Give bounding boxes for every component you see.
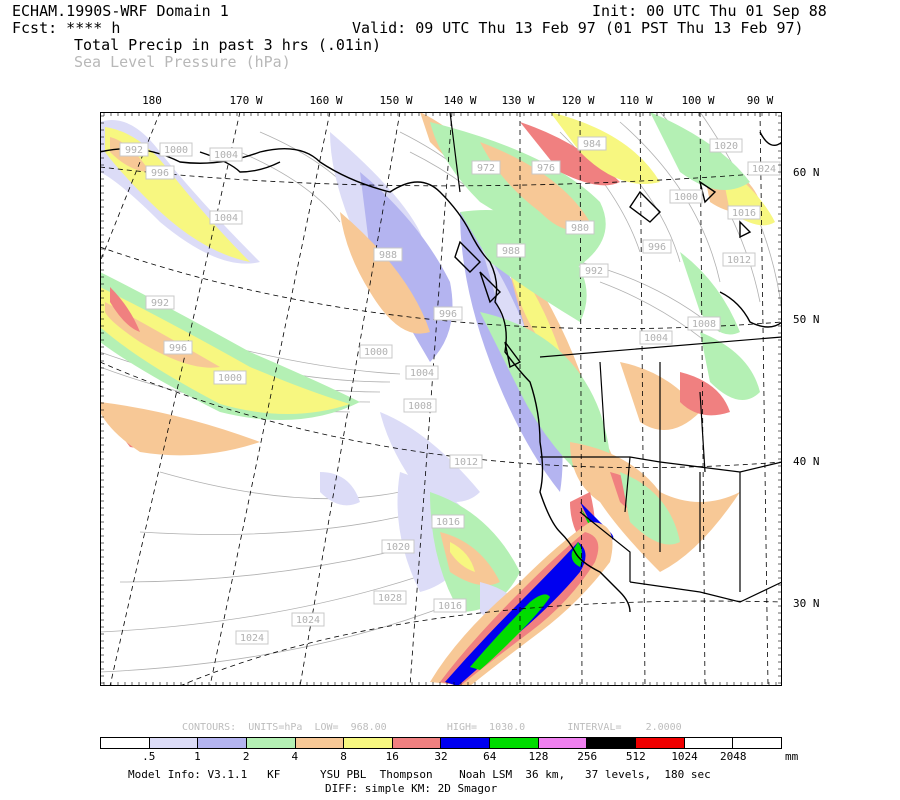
lon-label: 130 W (501, 94, 535, 107)
lon-label: 150 W (379, 94, 413, 107)
colorbar-label: 512 (625, 750, 646, 763)
isobar-label: 1004 (410, 368, 434, 379)
colorbar-label: 1 (194, 750, 201, 763)
colorbar-label: 8 (340, 750, 347, 763)
isobar-label: 1028 (378, 593, 402, 604)
lon-label: 180 (142, 94, 162, 107)
lat-label: 30 N (793, 597, 820, 610)
colorbar-label: .5 (142, 750, 156, 763)
valid-time: Valid: 09 UTC Thu 13 Feb 97 (01 PST Thu … (352, 19, 804, 37)
isobar-label: 980 (571, 223, 589, 234)
colorbar-label: 1024 (671, 750, 698, 763)
colorbar-swatch (246, 738, 296, 748)
isobar-label: 1012 (727, 255, 751, 266)
lon-label: 170 W (229, 94, 263, 107)
isobar-label: 1000 (164, 145, 188, 156)
isobar-label: 984 (583, 139, 601, 150)
colorbar-swatch (392, 738, 442, 748)
isobar-label: 1000 (674, 192, 698, 203)
isobar-label: 1016 (438, 601, 462, 612)
lon-label: 160 W (309, 94, 343, 107)
isobar-label: 1020 (386, 542, 410, 553)
isobar-label: 1004 (214, 150, 238, 161)
colorbar-swatch (733, 738, 781, 748)
isobar-label: 1000 (364, 347, 388, 358)
isobar-label: 996 (151, 168, 169, 179)
diff-info: DIFF: simple KM: 2D Smagor (325, 782, 498, 795)
colorbar-label: 32 (434, 750, 448, 763)
isobar-label: 1016 (732, 208, 756, 219)
isobar-label: 1024 (296, 615, 320, 626)
isobar-label: 1000 (218, 373, 242, 384)
colorbar-label: 2048 (720, 750, 747, 763)
graticule (100, 112, 782, 686)
colorbar-swatch (684, 738, 734, 748)
lon-label: 100 W (681, 94, 715, 107)
isobar-label: 1012 (454, 457, 478, 468)
colorbar-swatch (101, 738, 150, 748)
isobar-label: 996 (169, 343, 187, 354)
lon-label: 120 W (561, 94, 595, 107)
init-time: Init: 00 UTC Thu 01 Sep 88 (592, 2, 827, 20)
lat-label: 50 N (793, 313, 820, 326)
lat-label: 40 N (793, 455, 820, 468)
colorbar-swatch (538, 738, 588, 748)
field-title-precip: Total Precip in past 3 hrs (.01in) (74, 36, 382, 54)
isobar-label: 992 (151, 298, 169, 309)
isobar-label: 1004 (214, 213, 238, 224)
model-title: ECHAM.1990S-WRF Domain 1 (12, 2, 229, 20)
isobar-label: 1008 (408, 401, 432, 412)
isobar-label: 996 (648, 242, 666, 253)
isobar-label: 1016 (436, 517, 460, 528)
colorbar-swatch (441, 738, 491, 748)
isobar-label: 1024 (240, 633, 264, 644)
lon-label: 110 W (619, 94, 653, 107)
colorbar-swatch (490, 738, 539, 748)
model-info: Model Info: V3.1.1 KF YSU PBL Thompson N… (128, 768, 711, 781)
isobar-label: 992 (125, 145, 143, 156)
forecast-hour: Fcst: **** h (12, 19, 121, 37)
colorbar-label: 2 (242, 750, 250, 763)
isobar-label: 1020 (714, 141, 738, 152)
colorbar-swatch (344, 738, 393, 748)
lon-label: 90 W (746, 94, 774, 107)
isobar-label: 996 (439, 309, 457, 320)
colorbar-swatch (295, 738, 345, 748)
map-frame (100, 112, 782, 686)
isobar-label: 988 (379, 250, 397, 261)
colorbar-label: 4 (291, 750, 299, 763)
colorbar-swatch (198, 738, 247, 748)
colorbar-label: 128 (528, 750, 549, 763)
colorbar-swatch (636, 738, 685, 748)
lon-label: 140 W (443, 94, 477, 107)
isobar-label: 988 (502, 246, 520, 257)
precip-colorbar (100, 737, 782, 749)
colorbar-label: 256 (577, 750, 598, 763)
colorbar-label: 64 (483, 750, 497, 763)
field-title-slp: Sea Level Pressure (hPa) (74, 53, 291, 71)
isobar-label: 1008 (692, 319, 716, 330)
colorbar-unit: mm (785, 750, 799, 763)
lat-label: 60 N (793, 166, 820, 179)
precip-map: 992 1000 1004 996 1004 992 996 1000 988 … (100, 112, 782, 686)
contour-info: CONTOURS: UNITS=hPa LOW= 968.00 HIGH= 10… (182, 722, 682, 733)
isobar-label: 992 (585, 266, 603, 277)
colorbar-label: 16 (385, 750, 399, 763)
colorbar-swatch (149, 738, 199, 748)
political-boundaries (449, 112, 782, 603)
isobar-label: 1004 (644, 333, 668, 344)
isobar-label: 972 (477, 163, 495, 174)
isobar-label: 1024 (752, 164, 776, 175)
isobar-label: 976 (537, 163, 555, 174)
colorbar-swatch (587, 738, 637, 748)
isobar-label-group: 992 1000 1004 996 1004 992 996 1000 988 … (119, 136, 781, 645)
